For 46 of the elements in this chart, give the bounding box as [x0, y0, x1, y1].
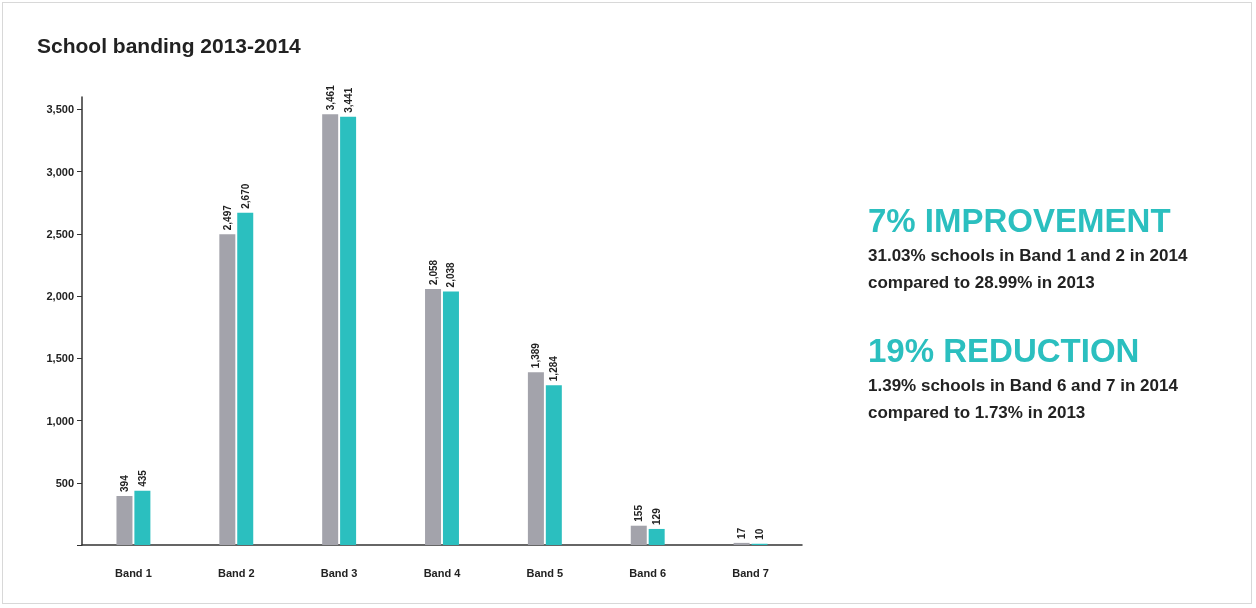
data-label: 435: [136, 469, 148, 487]
bar: [322, 114, 339, 545]
data-label: 2,497: [221, 204, 233, 231]
data-label: 17: [736, 527, 748, 539]
bar: [116, 495, 133, 545]
bar: [340, 116, 357, 545]
bar: [648, 528, 665, 545]
data-label: 2,670: [239, 183, 251, 209]
chart-title: School banding 2013-2014: [37, 34, 302, 57]
data-label: 10: [754, 528, 766, 540]
y-tick-label: 3,500: [46, 103, 74, 116]
y-tick-label: 1,000: [46, 414, 74, 427]
text: 1.39% schools in Band 6 and 7 in 2014 compared to 1.73% in 2013: [868, 376, 1183, 422]
x-tick-label: Band 4: [423, 566, 462, 579]
data-label: 394: [118, 474, 130, 492]
y-tick-label: 3,000: [46, 165, 74, 178]
data-label: 2,058: [427, 259, 439, 285]
data-label: 1,284: [548, 355, 560, 382]
bar: [134, 490, 151, 545]
data-label: 3,461: [324, 84, 336, 111]
text: 31.03% schools in Band 1 and 2 in 2014 compared to 28.99% in 2013: [868, 246, 1193, 292]
bar: [527, 372, 544, 545]
x-tick-label: Band 7: [732, 566, 769, 579]
text: 19% REDUCTION: [868, 331, 1140, 369]
data-label: 155: [633, 504, 645, 522]
x-tick-label: Band 2: [217, 566, 255, 579]
y-tick-label: 2,000: [46, 290, 74, 303]
x-tick-label: Band 6: [629, 566, 667, 579]
x-tick-label: Band 5: [526, 566, 564, 579]
x-tick-label: Band 1: [115, 566, 152, 579]
x-tick-label: Band 3: [320, 566, 358, 579]
y-tick-label: 500: [55, 476, 74, 489]
data-label: 3,441: [342, 87, 354, 113]
data-label: 2,038: [445, 261, 457, 288]
data-label: 129: [651, 507, 663, 525]
data-label: 1,389: [530, 342, 542, 369]
bar: [219, 234, 236, 545]
y-tick-label: 2,500: [46, 227, 74, 240]
bar: [630, 525, 647, 545]
text: 7% IMPROVEMENT: [868, 201, 1171, 239]
y-tick-label: 1,500: [46, 352, 74, 365]
bar: [545, 385, 562, 545]
bar: [425, 288, 442, 545]
bar: [442, 291, 459, 545]
bar: [237, 212, 254, 545]
bar: [733, 542, 750, 545]
